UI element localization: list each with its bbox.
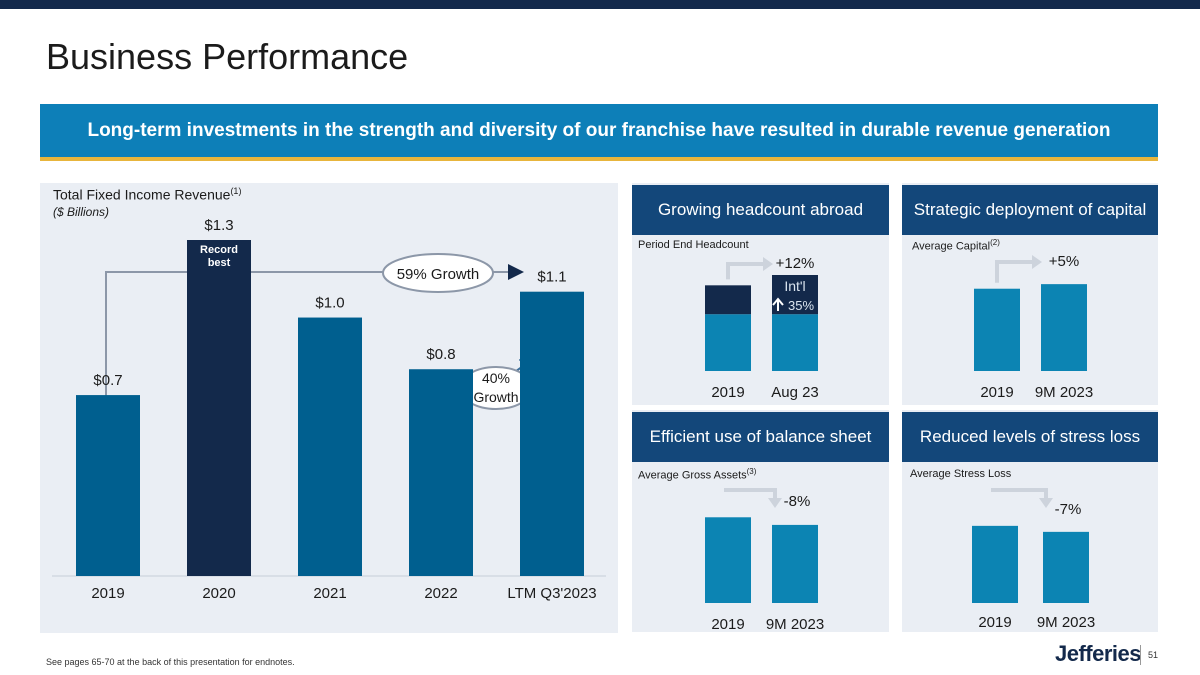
mini-bar	[772, 524, 818, 603]
footnote: See pages 65-70 at the back of this pres…	[46, 657, 295, 667]
mini-x-label: 9M 2023	[1035, 384, 1093, 401]
revenue-chart-title-note: (1)	[230, 186, 242, 196]
headcount-growth-arrowhead	[763, 257, 773, 271]
up-arrow-icon	[772, 297, 784, 311]
revenue-bar	[76, 395, 140, 576]
key-message-banner: Long-term investments in the strength an…	[40, 104, 1158, 157]
top-bar	[0, 0, 1200, 9]
x-tick-label: 2021	[313, 585, 346, 602]
mini-x-label: 2019	[978, 614, 1011, 631]
record-best-label-line1: Record	[200, 244, 238, 256]
x-tick-label: 2020	[202, 585, 235, 602]
growth-59-arrow	[105, 264, 524, 396]
page-title: Business Performance	[46, 36, 409, 77]
gross-assets-label-note: (3)	[746, 467, 757, 476]
capital-label: Average Capital(2)	[912, 238, 1000, 253]
headcount-x-label: 2019	[711, 384, 744, 401]
revenue-chart-subtitle: ($ Billions)	[53, 205, 110, 219]
mini-decline-arrowhead	[1039, 498, 1053, 508]
intl-segment-label: Int'l	[784, 278, 805, 294]
mini-decline-arrow	[724, 488, 777, 500]
mini-change-label: -7%	[1055, 501, 1082, 518]
mini-change-label: +5%	[1049, 253, 1079, 270]
gross-assets-label-text: Average Gross Assets	[638, 469, 747, 482]
headcount-base-bar	[772, 314, 818, 371]
headcount-intl-bar	[705, 285, 751, 315]
mini-x-label: 9M 2023	[1037, 614, 1095, 631]
x-tick-label: LTM Q3'2023	[507, 585, 596, 602]
bar-value-label: $1.0	[315, 295, 344, 312]
mini-decline-arrow	[991, 488, 1048, 500]
jefferies-logo: Jefferies	[1055, 641, 1142, 666]
mini-bar	[705, 517, 751, 603]
mini-bar	[972, 525, 1018, 603]
mini-bar	[1043, 531, 1089, 603]
growth-59-label: 59% Growth	[397, 266, 480, 283]
growth-40-label-line2: Growth	[473, 389, 518, 405]
mini-x-label: 9M 2023	[766, 616, 824, 633]
headcount-base-bar	[705, 314, 751, 371]
capital-label-note: (2)	[990, 238, 1000, 247]
mini-bar	[1041, 284, 1087, 371]
revenue-chart-title-text: Total Fixed Income Revenue	[53, 186, 231, 203]
x-tick-label: 2019	[91, 585, 124, 602]
revenue-chart-title: Total Fixed Income Revenue(1)	[53, 186, 241, 203]
stress-loss-label: Average Stress Loss	[910, 468, 1012, 480]
logo-separator	[1140, 645, 1141, 665]
headcount-growth-arrow	[726, 262, 765, 280]
mini-change-label: -8%	[784, 493, 811, 510]
mini-bar	[974, 288, 1020, 371]
mini-bar-charts: 2019 Aug 23 +12% Int'l 35% 2019 9M 2023 +5% 2019…	[705, 253, 1095, 633]
capital-panel-header: Strategic deployment of capital	[902, 185, 1158, 235]
growth-40-label-line1: 40%	[482, 370, 510, 386]
page-number: 51	[1148, 650, 1159, 660]
bar-value-label: $0.8	[426, 346, 455, 363]
mini-x-label: 2019	[711, 616, 744, 633]
revenue-bar	[409, 369, 473, 576]
mini-growth-arrow	[995, 260, 1034, 283]
headcount-change-label: +12%	[776, 255, 815, 272]
revenue-bar	[187, 240, 251, 576]
headcount-label: Period End Headcount	[638, 239, 749, 251]
record-best-label-line2: best	[208, 257, 231, 269]
gross-assets-label: Average Gross Assets(3)	[638, 467, 756, 482]
x-tick-label: 2022	[424, 585, 457, 602]
mini-decline-arrowhead	[768, 498, 782, 508]
revenue-bar	[520, 291, 584, 576]
headcount-x-label: Aug 23	[771, 384, 819, 401]
headcount-intl-bar	[772, 275, 818, 315]
revenue-bar	[298, 317, 362, 576]
banner-accent-line	[40, 157, 1158, 161]
mini-growth-arrowhead	[1032, 255, 1042, 269]
bar-value-label: $1.3	[204, 217, 233, 234]
capital-label-text: Average Capital	[912, 240, 991, 253]
headcount-panel-header: Growing headcount abroad	[632, 185, 889, 235]
intl-segment-change: 35%	[788, 298, 814, 313]
balance-sheet-panel-header: Efficient use of balance sheet	[632, 412, 889, 462]
bar-value-label: $0.7	[93, 372, 122, 389]
growth-59-bubble	[382, 253, 494, 293]
bar-value-label: $1.1	[537, 269, 566, 286]
mini-x-label: 2019	[980, 384, 1013, 401]
banner-text: Long-term investments in the strength an…	[87, 119, 1111, 141]
stress-loss-panel-header: Reduced levels of stress loss	[902, 412, 1158, 462]
